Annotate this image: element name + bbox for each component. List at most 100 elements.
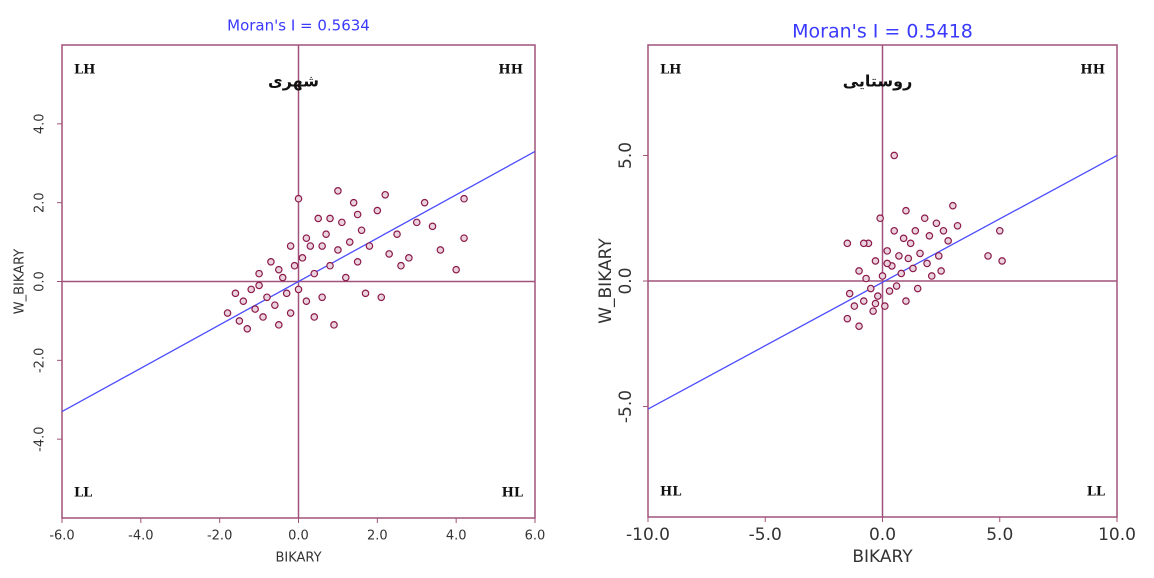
- point: [883, 259, 891, 268]
- point: [904, 254, 913, 263]
- point: [859, 239, 868, 248]
- point: [397, 261, 405, 270]
- y-tick-label: 5.0: [616, 142, 636, 169]
- point: [278, 273, 287, 282]
- point: [326, 214, 334, 223]
- point: [271, 301, 279, 309]
- point: [862, 274, 870, 283]
- point: [855, 267, 863, 275]
- point: [405, 254, 413, 262]
- point: [937, 267, 945, 275]
- point: [255, 269, 263, 278]
- point: [913, 284, 922, 293]
- x-tick-label: 4.0: [446, 529, 467, 544]
- point: [267, 257, 275, 266]
- x-tick-label: 2.0: [367, 529, 388, 544]
- quadrant-label: HH: [498, 63, 523, 78]
- point: [892, 282, 901, 290]
- point: [895, 252, 903, 260]
- x-tick-label: -2.0: [207, 529, 232, 544]
- point: [318, 242, 326, 250]
- point: [338, 218, 346, 227]
- x-tick-label: 5.0: [986, 525, 1013, 545]
- point: [874, 292, 882, 300]
- point: [902, 206, 910, 215]
- x-tick-label: 0.0: [869, 525, 896, 545]
- point: [927, 272, 936, 280]
- point: [274, 321, 283, 329]
- point: [845, 289, 854, 298]
- x-tick-label: 10.0: [1098, 525, 1136, 545]
- point: [381, 190, 390, 199]
- trend-line: [61, 150, 536, 413]
- point: [850, 302, 859, 310]
- point: [883, 247, 891, 255]
- point: [294, 285, 303, 294]
- point: [318, 293, 326, 302]
- point: [890, 226, 899, 235]
- point: [843, 239, 852, 248]
- x-axis-label: BIKARY: [275, 551, 321, 566]
- point: [859, 297, 868, 305]
- point: [412, 218, 421, 227]
- point: [911, 226, 920, 235]
- point: [944, 237, 952, 245]
- point: [243, 324, 252, 333]
- y-tick-label: 2.0: [33, 192, 48, 213]
- point: [932, 219, 941, 228]
- point: [298, 254, 307, 262]
- quadrant-label: LL: [74, 486, 92, 501]
- point: [843, 314, 852, 323]
- x-tick-label: 6.0: [525, 529, 546, 544]
- point: [460, 234, 468, 242]
- x-tick-label: -10.0: [626, 525, 670, 545]
- quadrant-label: LH: [74, 63, 95, 78]
- point: [314, 214, 323, 223]
- point: [878, 272, 887, 280]
- point: [235, 317, 244, 325]
- point: [377, 293, 386, 302]
- point: [899, 234, 908, 243]
- point: [393, 230, 401, 239]
- y-tick-label: 4.0: [33, 113, 48, 134]
- point: [274, 265, 283, 274]
- point: [949, 201, 957, 210]
- point: [890, 151, 899, 160]
- point: [334, 246, 342, 254]
- trend-line: [647, 154, 1118, 410]
- subtitle: شهری: [268, 72, 319, 91]
- point: [365, 242, 374, 250]
- point: [259, 313, 267, 321]
- point: [310, 269, 319, 278]
- y-tick-label: -4.0: [33, 426, 48, 451]
- point: [306, 242, 315, 250]
- point: [322, 230, 330, 239]
- point: [349, 198, 358, 207]
- point: [310, 313, 319, 321]
- point: [302, 234, 311, 242]
- quadrant-label: HL: [660, 485, 681, 500]
- point: [223, 309, 232, 317]
- point: [866, 284, 875, 293]
- point: [916, 249, 924, 258]
- point: [871, 257, 880, 265]
- point: [247, 285, 256, 294]
- point: [460, 194, 468, 203]
- point: [876, 214, 884, 223]
- point: [906, 239, 915, 248]
- y-tick-label: -2.0: [33, 348, 48, 373]
- point: [897, 269, 906, 278]
- point: [286, 309, 295, 317]
- quadrant-axes: [648, 45, 1117, 517]
- point: [353, 210, 362, 219]
- point: [373, 206, 382, 215]
- x-tick-label: -5.0: [749, 525, 782, 545]
- quadrant-label: HH: [1080, 63, 1105, 78]
- y-tick-label: -5.0: [616, 390, 636, 423]
- x-tick-label: -4.0: [128, 529, 153, 544]
- x-tick-label: -6.0: [49, 529, 74, 544]
- point: [353, 257, 362, 266]
- quadrant-label: LL: [1087, 485, 1105, 500]
- point: [934, 252, 943, 260]
